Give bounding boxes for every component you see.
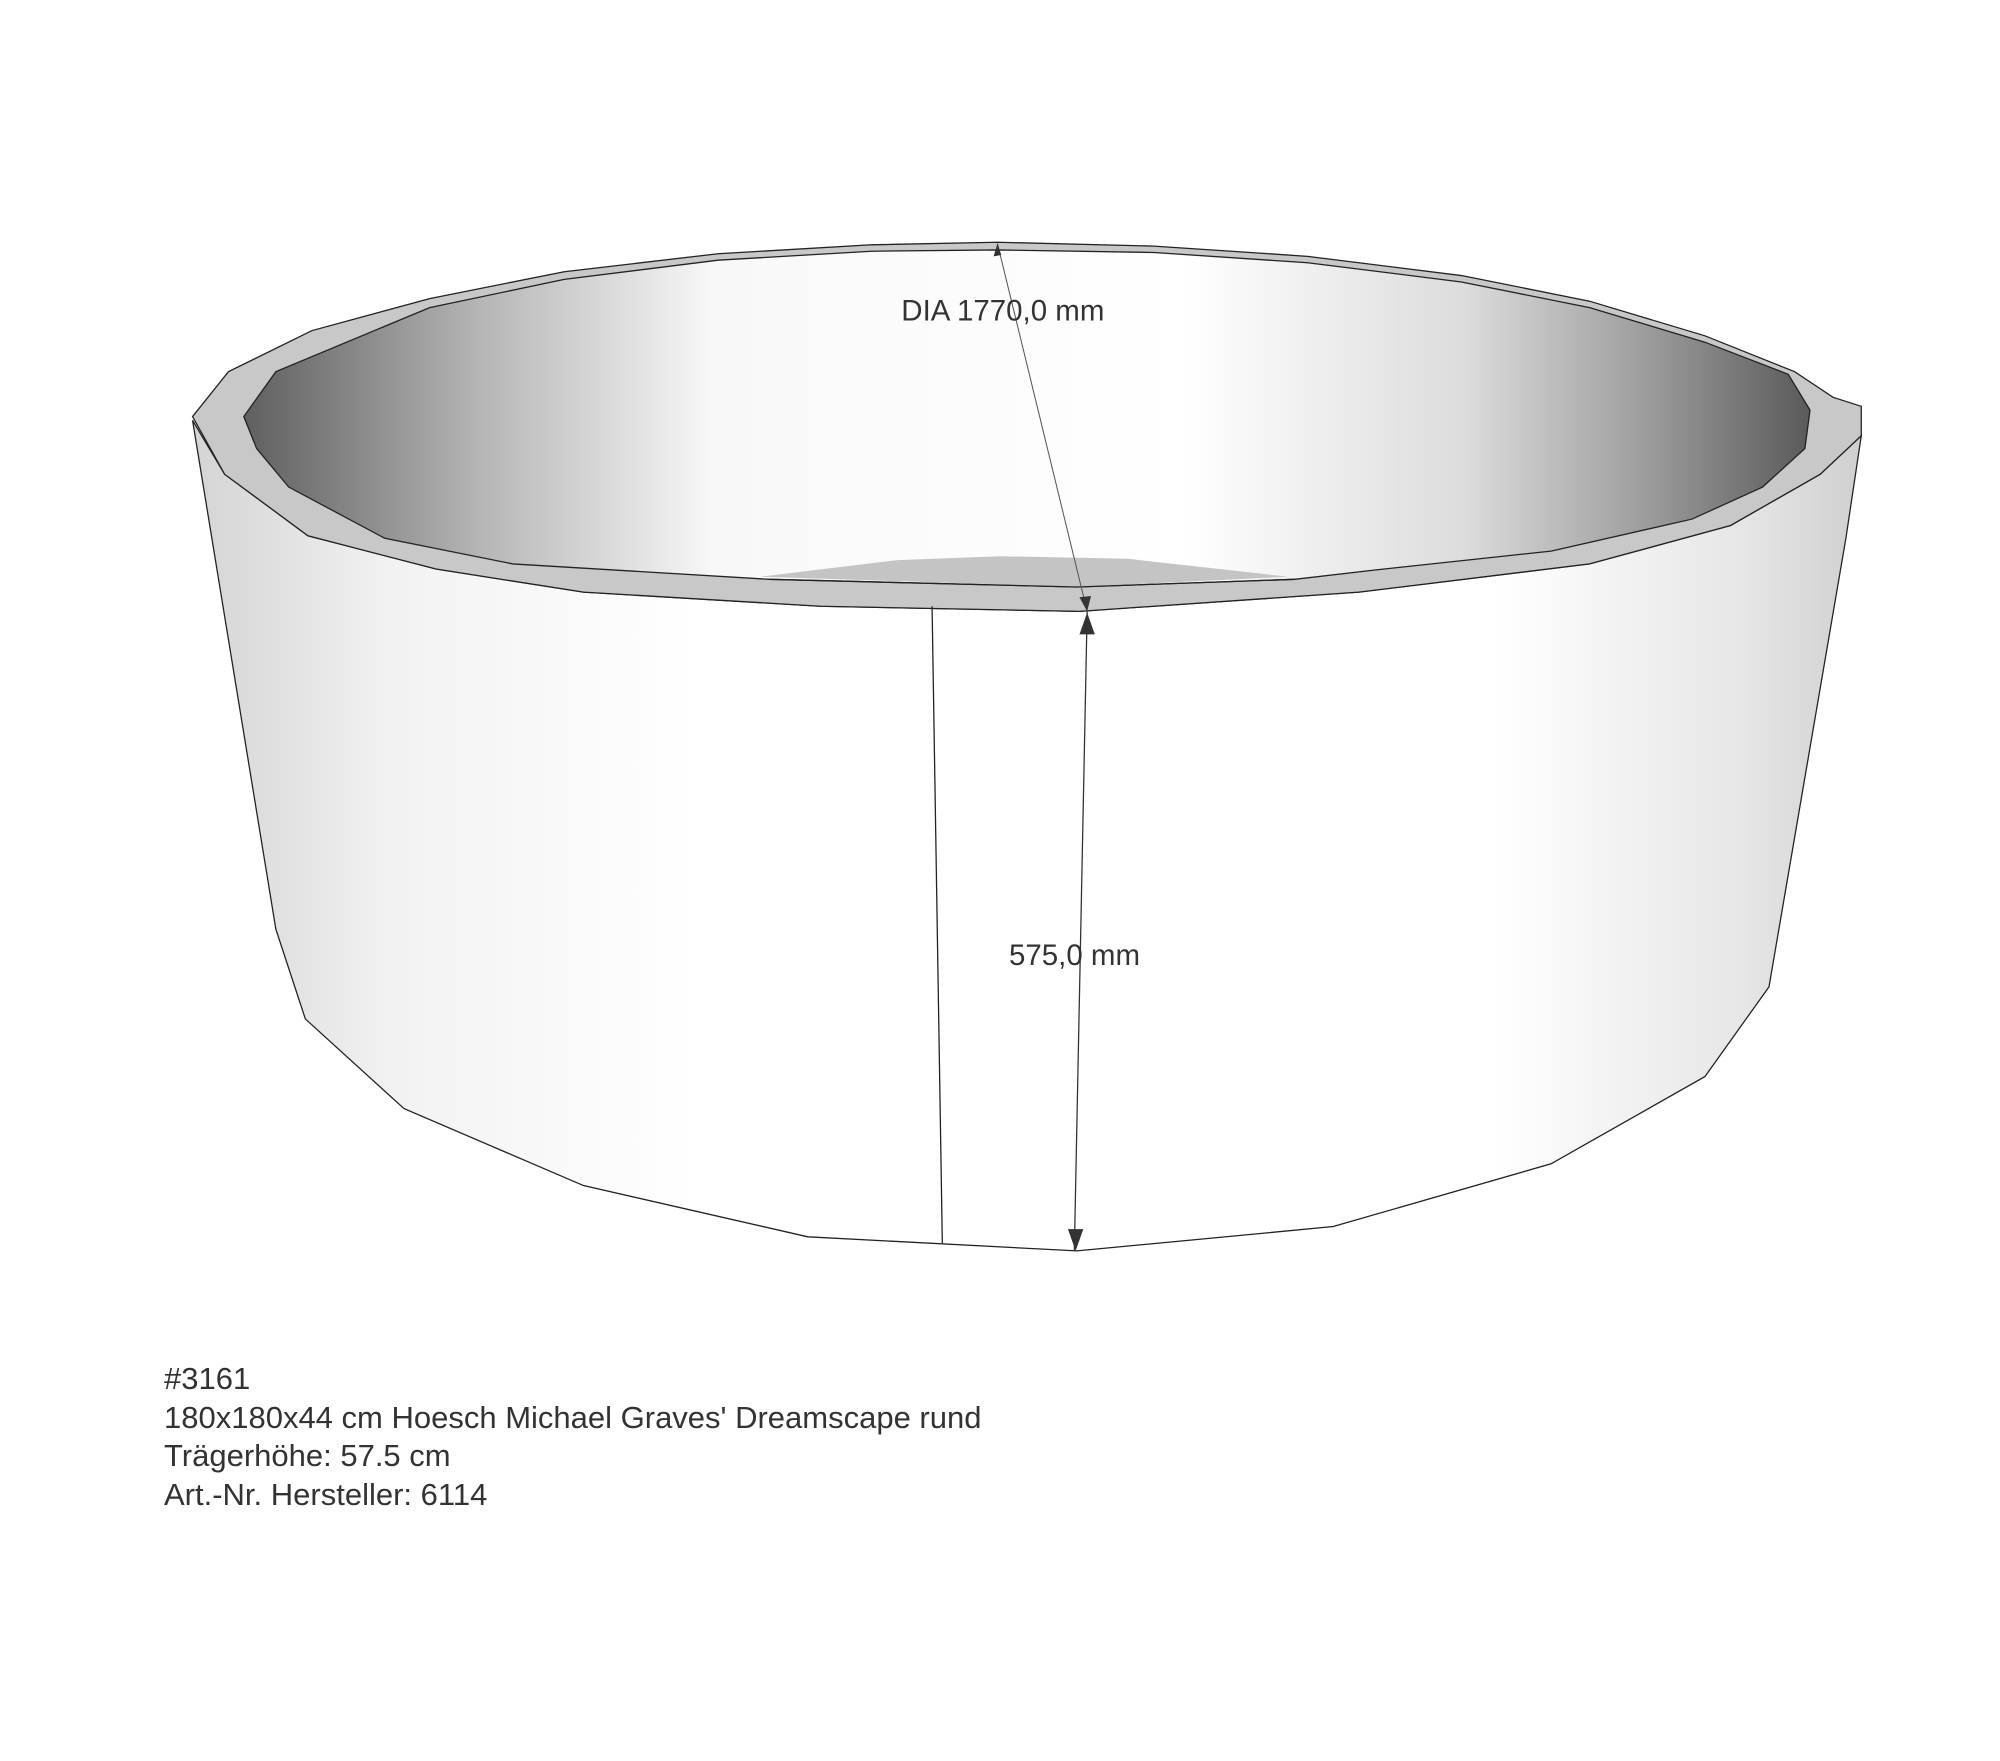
- product-id: #3161: [164, 1361, 251, 1396]
- carrier-height: Trägerhöhe: 57.5 cm: [164, 1438, 451, 1473]
- tub-interior: [243, 249, 1811, 588]
- article-number: Art.-Nr. Hersteller: 6114: [164, 1476, 488, 1512]
- tub-floor: [760, 556, 1289, 587]
- product-info: #3161 180x180x44 cm Hoesch Michael Grave…: [164, 1360, 981, 1514]
- diameter-dimension-line: [996, 243, 1088, 612]
- arrowhead-icon: [1079, 595, 1091, 612]
- arrowhead-icon: [1079, 612, 1095, 635]
- height-dimension-line: [1073, 611, 1088, 1251]
- seam-line: [931, 606, 943, 1244]
- arrowhead-icon: [1067, 1229, 1084, 1251]
- height-label: 575,0 mm: [1009, 939, 1140, 972]
- diameter-label: DIA 1770,0 mm: [901, 294, 1104, 327]
- arrowhead-icon: [993, 243, 1002, 257]
- product-title: 180x180x44 cm Hoesch Michael Graves' Dre…: [164, 1399, 982, 1435]
